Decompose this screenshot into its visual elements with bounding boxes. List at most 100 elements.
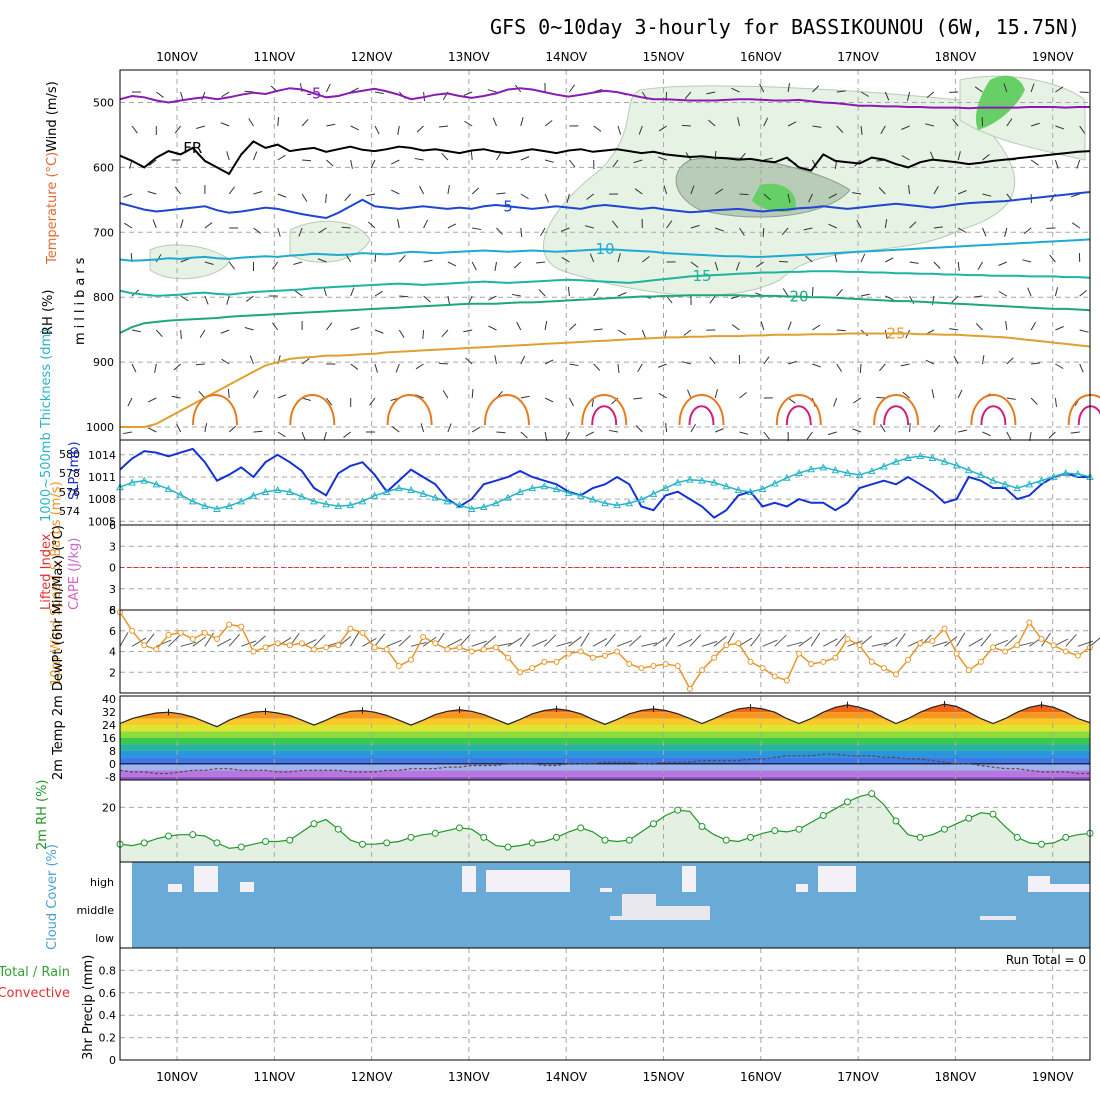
wind-barb: [834, 253, 838, 263]
rh-point: [747, 833, 754, 841]
thickness-point: [686, 475, 694, 483]
rh-point: [577, 824, 585, 832]
wind-barb: [998, 291, 1008, 297]
wind-barb: [593, 125, 602, 132]
wind-barb: [974, 86, 983, 93]
isotherm-line: [119, 294, 1091, 334]
ylabel-wind10m: 10m Wind Speed & Barbs (m/s): [49, 481, 64, 686]
wind-barb: [803, 227, 813, 231]
wind-barb: [883, 637, 898, 647]
wind-barb: [156, 639, 172, 647]
top-date-label: 19NOV: [1032, 50, 1074, 64]
wind-barb: [612, 220, 619, 229]
wind-barb: [617, 125, 622, 135]
wind-barb: [956, 632, 966, 647]
cloud-gap-high: [1050, 884, 1090, 892]
thickness-point: [746, 487, 755, 495]
wind-barb: [737, 117, 740, 127]
wind-barb: [343, 431, 352, 438]
thickness-point: [237, 497, 246, 505]
thickness-point: [431, 493, 440, 501]
wind10m-point: [820, 658, 827, 665]
thickness-point: [298, 492, 306, 500]
thickness-point: [819, 463, 828, 471]
wind-barb: [856, 219, 862, 229]
wind-barb: [828, 193, 837, 199]
y-tick-label-left: 580: [59, 448, 80, 461]
wind-barb: [1027, 287, 1032, 297]
wind-barb: [682, 361, 692, 365]
wind10m-point: [153, 646, 160, 653]
thickness-point: [964, 466, 973, 474]
cloud-gap-middle: [656, 906, 710, 920]
wind-barb: [391, 159, 400, 165]
wind-barb: [823, 638, 838, 647]
wind10m-point: [298, 640, 305, 647]
wind-barb: [684, 91, 692, 100]
wind-barb: [544, 431, 548, 441]
wind10m-point: [844, 636, 851, 643]
thickness-point: [370, 491, 379, 499]
wind-barb: [1030, 122, 1040, 127]
wind-barb: [471, 187, 480, 195]
wind-barb: [977, 261, 983, 271]
thickness-point: [880, 462, 888, 470]
temp-color-band: [120, 731, 1090, 738]
wind10m-point: [335, 642, 342, 649]
wind-barb: [836, 90, 846, 93]
wind-barb: [397, 125, 400, 135]
wind-barb: [423, 219, 428, 229]
wind-barb: [957, 261, 960, 271]
wind-barb: [690, 185, 695, 195]
wind-barb: [786, 641, 803, 647]
wind-barb: [1006, 397, 1016, 400]
wind-barb: [1070, 193, 1080, 198]
wind-barb: [419, 185, 425, 195]
panel-cross-section: 500 600 700 800 900 1000 -5 FR 5 10 15 20 25: [86, 69, 1100, 442]
wind-barb: [374, 363, 378, 373]
rh-point: [237, 843, 245, 851]
wind-barb: [787, 193, 791, 203]
wind-barb: [148, 159, 157, 166]
thickness-point: [201, 502, 209, 510]
wind-barb: [739, 392, 747, 399]
wind10m-point: [856, 642, 863, 649]
wind10m-point: [723, 642, 730, 649]
isotherm-label: 5: [503, 197, 513, 215]
wind-barb: [471, 261, 477, 271]
wind-barb: [763, 157, 773, 161]
wind-barb: [487, 89, 497, 93]
wind-barb: [925, 123, 935, 127]
wind-barb: [246, 295, 254, 302]
wind-barb: [878, 187, 886, 195]
wind-barb: [1054, 397, 1057, 407]
wind10m-point: [408, 656, 414, 663]
wind-barb: [1004, 227, 1008, 237]
wind-barb: [560, 227, 570, 232]
thickness-point: [1025, 480, 1034, 488]
rh-point: [310, 820, 318, 828]
wind-barb: [323, 431, 327, 441]
wind10m-point: [1002, 648, 1009, 655]
wind-barb: [763, 193, 771, 201]
wind-barb: [423, 295, 431, 303]
rh-point: [165, 832, 172, 840]
thickness-point: [407, 486, 415, 494]
wind-barb: [496, 192, 506, 195]
wind-barb: [762, 227, 765, 238]
wind-barb: [1049, 254, 1056, 263]
thickness-point: [576, 491, 585, 499]
wind-barb: [326, 123, 336, 127]
wind-barb: [386, 639, 402, 647]
cloud-gap-high: [818, 866, 856, 892]
wind-barb: [952, 118, 959, 127]
wind-barb: [277, 154, 286, 161]
wind-barb: [495, 642, 512, 647]
wind-barb: [520, 431, 528, 439]
wind-barb: [683, 329, 692, 336]
wind-barb: [180, 258, 190, 263]
cloud-level-label: middle: [76, 904, 114, 917]
wind-barb: [1072, 222, 1080, 229]
thickness-point: [734, 486, 743, 494]
wind-barb: [226, 151, 230, 161]
